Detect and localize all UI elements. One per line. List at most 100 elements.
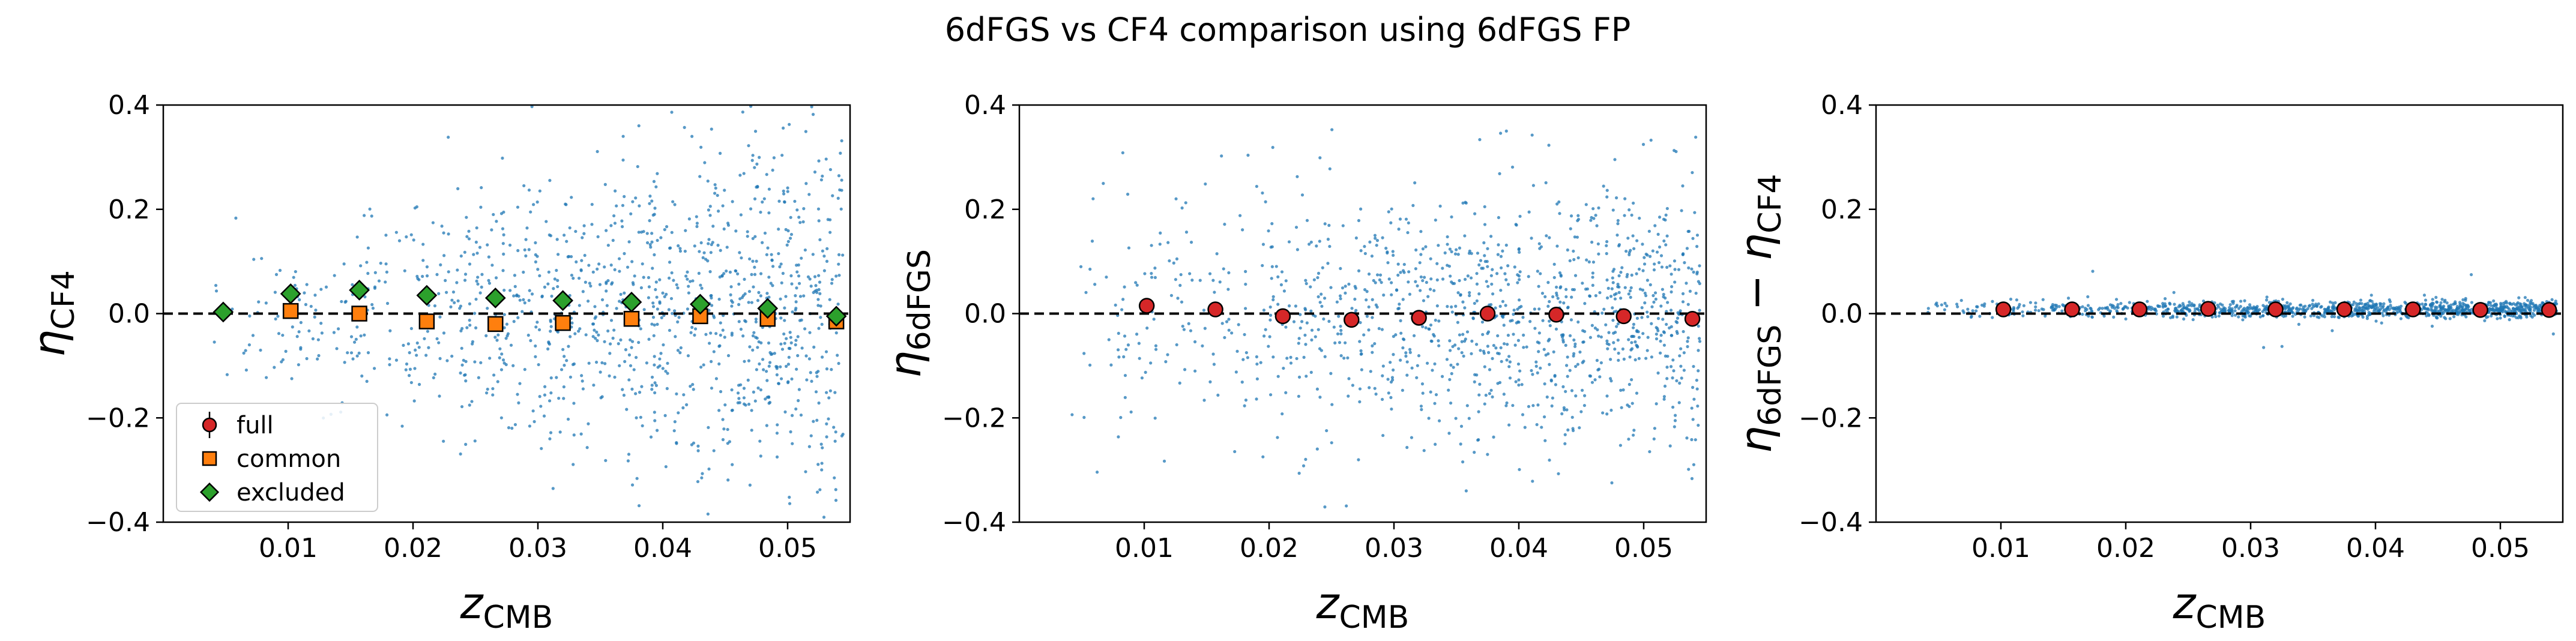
scatter-point — [1478, 382, 1482, 386]
scatter-point — [771, 168, 774, 172]
plot-area — [163, 105, 850, 519]
scatter-point — [431, 221, 435, 224]
scatter-point — [676, 349, 680, 352]
scatter-point — [1521, 413, 1525, 417]
scatter-point — [777, 199, 781, 203]
scatter-point — [1690, 267, 1694, 271]
scatter-point — [513, 423, 517, 427]
scatter-point — [1991, 316, 1994, 319]
scatter-point — [1974, 309, 1978, 313]
scatter-point — [1573, 342, 1577, 346]
scatter-point — [2081, 305, 2084, 308]
scatter-point — [2551, 332, 2555, 336]
scatter-point — [1330, 441, 1333, 445]
scatter-point — [528, 424, 532, 428]
scatter-point — [1511, 76, 1514, 79]
scatter-point — [702, 251, 706, 254]
scatter-point — [761, 200, 764, 204]
scatter-point — [765, 173, 768, 176]
scatter-point — [1531, 373, 1534, 376]
scatter-point — [1145, 327, 1149, 330]
scatter-point — [1339, 297, 1342, 301]
scatter-point — [1390, 207, 1393, 211]
scatter-point — [316, 357, 319, 361]
scatter-point — [1318, 239, 1321, 243]
scatter-point — [1552, 262, 1556, 266]
common-marker — [282, 302, 299, 319]
scatter-point — [746, 230, 749, 233]
scatter-point — [2217, 305, 2221, 309]
scatter-point — [435, 337, 439, 341]
scatter-point — [1276, 275, 1280, 278]
scatter-point — [1193, 340, 1197, 344]
scatter-point — [652, 334, 656, 337]
scatter-point — [1109, 363, 1113, 367]
scatter-point — [1682, 369, 1686, 372]
scatter-point — [549, 318, 552, 322]
scatter-point — [504, 337, 508, 340]
scatter-point — [1537, 331, 1541, 335]
scatter-point — [525, 226, 529, 230]
scatter-point — [2235, 304, 2239, 308]
scatter-point — [480, 285, 483, 289]
scatter-point — [1336, 332, 1340, 336]
scatter-point — [836, 196, 840, 200]
scatter-point — [1389, 396, 1393, 399]
scatter-point — [2435, 300, 2439, 304]
scatter-point — [2312, 314, 2316, 317]
scatter-point — [764, 370, 768, 373]
scatter-point — [1419, 230, 1423, 233]
scatter-point — [1362, 333, 1366, 337]
scatter-point — [800, 256, 803, 260]
scatter-point — [1410, 366, 1414, 370]
scatter-point — [637, 230, 641, 234]
scatter-point — [1617, 290, 1621, 294]
scatter-point — [2291, 306, 2295, 310]
legend-common-marker — [202, 451, 217, 466]
scatter-point — [1643, 291, 1647, 295]
scatter-point — [1543, 439, 1547, 442]
scatter-point — [2352, 300, 2356, 304]
scatter-point — [608, 342, 612, 346]
scatter-point — [1573, 235, 1576, 239]
scatter-point — [618, 364, 621, 367]
scatter-point — [689, 385, 692, 388]
scatter-point — [1692, 364, 1695, 369]
scatter-point — [673, 203, 677, 206]
scatter-point — [837, 174, 841, 178]
scatter-point — [1208, 380, 1212, 384]
scatter-point — [818, 280, 822, 284]
scatter-point — [595, 330, 599, 334]
scatter-point — [1347, 394, 1350, 398]
scatter-point — [1378, 278, 1382, 281]
scatter-point — [572, 433, 576, 437]
scatter-point — [523, 248, 526, 251]
scatter-point — [2161, 314, 2165, 318]
scatter-point — [618, 299, 621, 303]
scatter-point — [2382, 302, 2386, 305]
scatter-point — [789, 430, 792, 434]
scatter-point — [682, 393, 686, 397]
scatter-point — [758, 155, 761, 159]
scatter-point — [512, 294, 516, 298]
scatter-point — [2281, 297, 2285, 301]
scatter-point — [707, 308, 711, 312]
scatter-point — [546, 347, 550, 351]
scatter-point — [1450, 372, 1453, 376]
scatter-point — [1309, 370, 1313, 374]
scatter-point — [456, 268, 459, 272]
scatter-point — [1434, 393, 1438, 397]
scatter-point — [734, 269, 738, 273]
scatter-point — [797, 399, 800, 403]
scatter-point — [373, 271, 377, 274]
scatter-point — [566, 255, 570, 259]
scatter-point — [1166, 353, 1169, 357]
scatter-point — [647, 337, 651, 341]
scatter-point — [2376, 306, 2380, 310]
scatter-point — [1641, 242, 1644, 246]
scatter-point — [491, 387, 495, 391]
scatter-point — [540, 447, 543, 450]
scatter-point — [1621, 347, 1625, 351]
scatter-point — [1456, 320, 1459, 324]
scatter-point — [1337, 314, 1341, 318]
